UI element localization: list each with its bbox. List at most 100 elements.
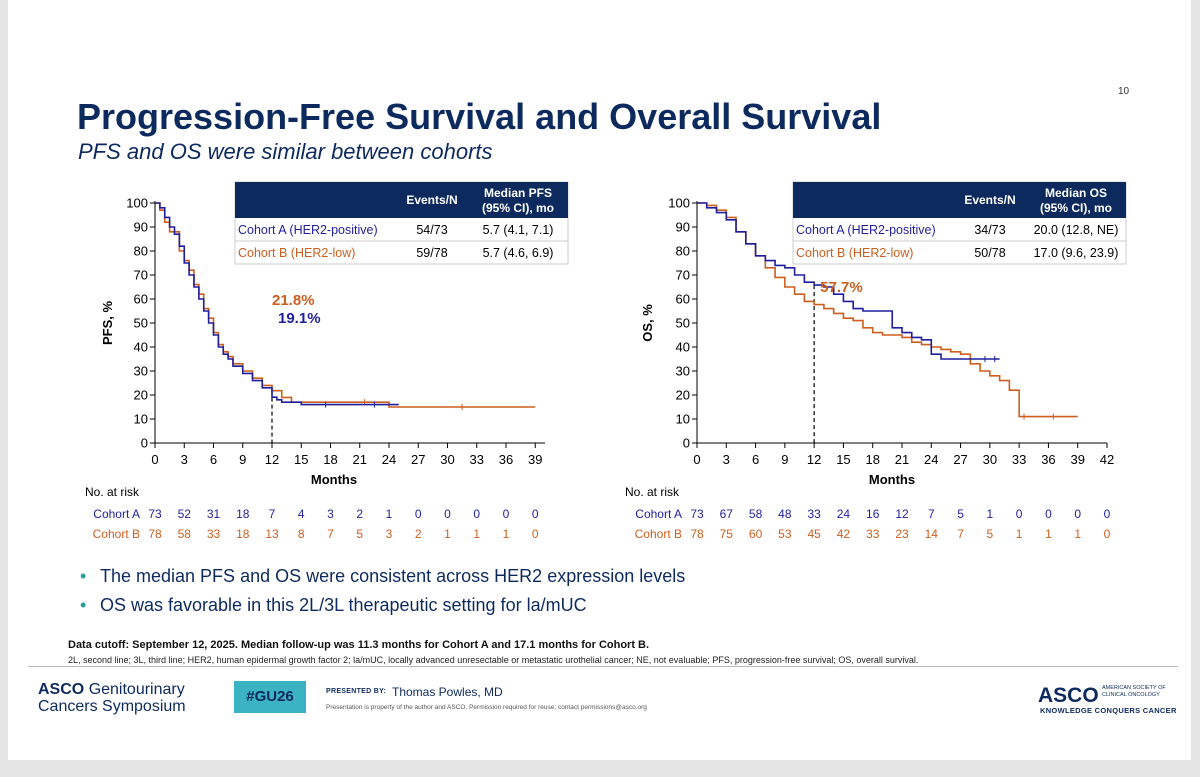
pfs-x-tick-label: 18 <box>323 452 337 467</box>
pfs-y-tick-label: 90 <box>134 220 148 235</box>
os-table-header-events: Events/N <box>964 193 1015 207</box>
pfs-y-tick-label: 0 <box>141 436 148 451</box>
os-risk-value: 1 <box>987 507 994 521</box>
pfs-risk-value: 2 <box>415 527 422 541</box>
os-x-tick-label: 33 <box>1012 452 1026 467</box>
os-x-tick-label: 15 <box>836 452 850 467</box>
pfs-x-tick-label: 27 <box>411 452 425 467</box>
os-risk-value: 53 <box>778 527 792 541</box>
os-table-cell-cohort: Cohort A (HER2-positive) <box>796 223 936 237</box>
os-risk-value: 24 <box>837 507 851 521</box>
pfs-summary-table-header <box>235 182 568 218</box>
os-x-tick-label: 24 <box>924 452 938 467</box>
os-table-cell-cohort: Cohort B (HER2-low) <box>796 246 913 260</box>
pfs-risk-value: 78 <box>148 527 162 541</box>
pfs-risk-value: 18 <box>236 507 250 521</box>
os-y-tick-label: 80 <box>676 244 690 259</box>
pfs-risk-value: 7 <box>269 507 276 521</box>
os-risk-value: 60 <box>749 527 763 541</box>
os-risk-value: 0 <box>1074 507 1081 521</box>
pfs-risk-value: 1 <box>503 527 510 541</box>
pfs-risk-value: 1 <box>386 507 393 521</box>
os-x-tick-label: 27 <box>953 452 967 467</box>
os-y-tick-label: 40 <box>676 340 690 355</box>
os-x-tick-label: 42 <box>1100 452 1114 467</box>
os-table-cell-events: 50/78 <box>974 246 1005 260</box>
asco-society-name: AMERICAN SOCIETY OF CLINICAL ONCOLOGY <box>1102 685 1166 698</box>
os-table-cell-median: 20.0 (12.8, NE) <box>1034 223 1119 237</box>
os-x-tick-label: 12 <box>807 452 821 467</box>
pfs-risk-value: 13 <box>265 527 279 541</box>
pfs-y-axis-label: PFS, % <box>100 301 115 346</box>
pfs-risk-row-name: Cohort A <box>93 507 140 521</box>
pfs-x-tick-label: 24 <box>382 452 396 467</box>
os-x-tick-label: 39 <box>1070 452 1084 467</box>
pfs-x-tick-label: 9 <box>239 452 246 467</box>
os-y-tick-label: 90 <box>676 220 690 235</box>
data-cutoff-note: Data cutoff: September 12, 2025. Median … <box>68 639 650 651</box>
bullet-text: OS was favorable in this 2L/3L therapeut… <box>100 595 587 615</box>
pfs-risk-value: 18 <box>236 527 250 541</box>
bullet-dot: • <box>80 566 87 586</box>
os-risk-value: 75 <box>720 527 734 541</box>
pfs-y-tick-label: 40 <box>134 340 148 355</box>
os-y-tick-label: 20 <box>676 388 690 403</box>
pfs-km-curve-cohort-b <box>155 202 536 408</box>
pfs-risk-value: 33 <box>207 527 221 541</box>
os-summary-table-header <box>793 182 1126 218</box>
pfs-table-cell-cohort: Cohort B (HER2-low) <box>238 246 355 260</box>
pfs-risk-value: 8 <box>298 527 305 541</box>
os-risk-value: 7 <box>957 527 964 541</box>
os-risk-value: 1 <box>1074 527 1081 541</box>
property-note: Presentation is property of the author a… <box>326 704 647 711</box>
os-risk-value: 0 <box>1045 507 1052 521</box>
pfs-y-tick-label: 70 <box>134 268 148 283</box>
bullet-dot: • <box>80 595 87 615</box>
os-risk-value: 78 <box>690 527 704 541</box>
pfs-x-tick-label: 6 <box>210 452 217 467</box>
os-x-tick-label: 0 <box>693 452 700 467</box>
os-risk-value: 0 <box>1104 527 1111 541</box>
pfs-risk-value: 58 <box>178 527 192 541</box>
pfs-table-cell-events: 59/78 <box>416 246 447 260</box>
os-annotation-cohort-b: 57.7% <box>820 279 863 296</box>
pfs-risk-row-name: Cohort B <box>93 527 140 541</box>
pfs-table-cell-median: 5.7 (4.1, 7.1) <box>483 223 554 237</box>
pfs-x-tick-label: 39 <box>528 452 542 467</box>
pfs-risk-value: 0 <box>444 507 451 521</box>
os-risk-value: 5 <box>957 507 964 521</box>
pfs-risk-value: 0 <box>415 507 422 521</box>
os-risk-value: 33 <box>866 527 880 541</box>
pfs-risk-value: 1 <box>473 527 480 541</box>
pfs-risk-value: 3 <box>386 527 393 541</box>
pfs-km-curve-cohort-a <box>155 202 399 406</box>
os-risk-value: 16 <box>866 507 880 521</box>
os-x-tick-label: 3 <box>723 452 730 467</box>
os-risk-value: 58 <box>749 507 763 521</box>
os-risk-value: 5 <box>987 527 994 541</box>
os-risk-row-name: Cohort B <box>635 527 682 541</box>
pfs-x-tick-label: 33 <box>470 452 484 467</box>
pfs-x-tick-label: 30 <box>440 452 454 467</box>
pfs-risk-value: 4 <box>298 507 305 521</box>
os-risk-value: 33 <box>807 507 821 521</box>
os-y-tick-label: 50 <box>676 316 690 331</box>
os-y-tick-label: 100 <box>668 196 690 211</box>
symposium-logo: ASCO Genitourinary Cancers Symposium <box>38 681 186 715</box>
pfs-risk-value: 0 <box>503 507 510 521</box>
symposium-logo-line1: Genitourinary <box>88 681 185 698</box>
pfs-y-tick-label: 30 <box>134 364 148 379</box>
os-risk-value: 1 <box>1016 527 1023 541</box>
pfs-x-tick-label: 12 <box>265 452 279 467</box>
os-table-cell-median: 17.0 (9.6, 23.9) <box>1034 246 1119 260</box>
os-y-tick-label: 60 <box>676 292 690 307</box>
os-risk-row-name: Cohort A <box>635 507 682 521</box>
os-x-tick-label: 6 <box>752 452 759 467</box>
footer-divider <box>28 666 1178 667</box>
bullet-item: • OS was favorable in this 2L/3L therapeu… <box>78 595 685 616</box>
hashtag-badge: #GU26 <box>234 681 306 713</box>
pfs-x-tick-label: 36 <box>499 452 513 467</box>
os-risk-value: 48 <box>778 507 792 521</box>
os-risk-value: 73 <box>690 507 704 521</box>
